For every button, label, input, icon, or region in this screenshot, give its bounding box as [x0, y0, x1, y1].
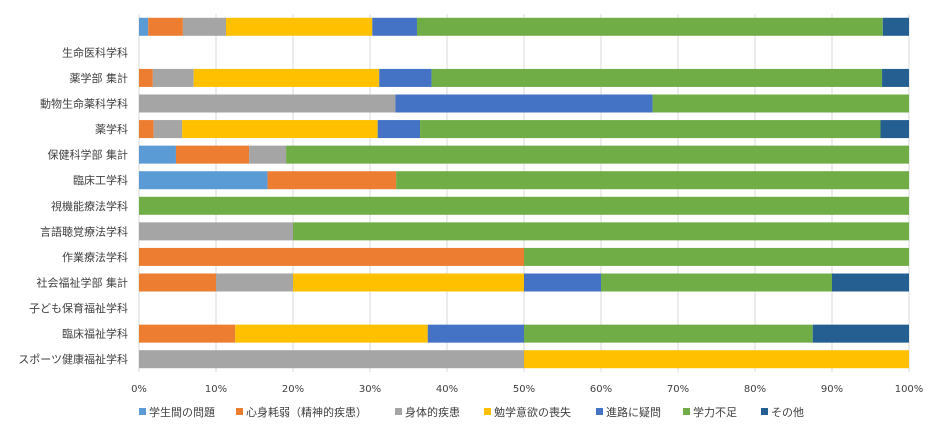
- bar-segment: [379, 68, 432, 87]
- x-tick-label: 50%: [513, 384, 535, 395]
- bar-segment: [420, 120, 881, 139]
- legend-swatch: [484, 408, 491, 415]
- bar-segment: [524, 247, 909, 266]
- legend-label: その他: [771, 406, 804, 419]
- bar-segment: [235, 324, 428, 343]
- category-label: スポーツ健康福祉学科: [18, 352, 128, 366]
- legend-swatch: [236, 408, 243, 415]
- x-tick-label: 80%: [744, 384, 766, 395]
- bar-segment: [139, 68, 153, 87]
- category-label: 保健科学部 集計: [48, 148, 129, 162]
- bar-segment: [524, 324, 813, 343]
- bar-segment: [139, 196, 909, 215]
- x-tick-labels: 0% 10% 20% 30% 40% 50% 60% 70% 80% 90% 100%: [131, 384, 923, 395]
- category-label: 動物生命薬科学科: [40, 97, 128, 111]
- legend-swatch: [683, 408, 690, 415]
- bar-segment: [153, 120, 183, 139]
- legend-label: 学生間の問題: [149, 405, 215, 419]
- x-tick-label: 20%: [282, 384, 304, 395]
- bar-segment: [427, 324, 524, 343]
- category-label: 作業療法学科: [62, 250, 128, 264]
- bar-segment: [139, 94, 396, 113]
- bar-segment: [139, 350, 524, 369]
- x-tick-label: 70%: [667, 384, 689, 395]
- bar-segment: [293, 273, 524, 292]
- x-tick-label: 30%: [359, 384, 381, 395]
- bar-segment: [139, 171, 268, 190]
- bar-segment: [139, 145, 176, 164]
- category-label: 生命医科学科: [62, 45, 128, 59]
- legend-label: 心身耗弱（精神的疾患）: [246, 405, 367, 419]
- bar-segment: [652, 94, 909, 113]
- bar-segment: [139, 273, 216, 292]
- bar-segment: [139, 222, 293, 241]
- legend-swatch: [139, 408, 146, 415]
- bar-segment: [882, 68, 909, 87]
- legend-label: 学力不足: [693, 405, 737, 419]
- x-tick-label: 40%: [436, 384, 458, 395]
- bar-segment: [395, 94, 653, 113]
- x-tick-label: 10%: [205, 384, 227, 395]
- bars: [139, 17, 909, 369]
- x-tick-label: 60%: [590, 384, 612, 395]
- bar-segment: [182, 17, 227, 36]
- legend-label: 勉学意欲の喪失: [494, 405, 571, 419]
- bar-segment: [812, 324, 909, 343]
- bar-segment: [139, 17, 149, 36]
- x-tick-label: 90%: [821, 384, 843, 395]
- bar-segment: [882, 17, 909, 36]
- category-label: 薬学科: [95, 122, 128, 136]
- category-label: 臨床工学科: [73, 173, 128, 187]
- legend-swatch: [395, 408, 402, 415]
- gridlines: [138, 14, 910, 372]
- bar-segment: [601, 273, 832, 292]
- category-label: 社会福祉学部 集計: [37, 276, 129, 290]
- legend-swatch: [761, 408, 768, 415]
- bar-segment: [396, 171, 909, 190]
- legend-label: 身体的疾患: [405, 405, 460, 419]
- legend-label: 進路に疑問: [606, 406, 661, 419]
- legend-swatch: [596, 408, 603, 415]
- bar-segment: [139, 247, 524, 266]
- bar-segment: [226, 17, 373, 36]
- x-tick-label: 100%: [895, 384, 924, 395]
- bar-segment: [377, 120, 421, 139]
- category-label: 視機能療法学科: [51, 199, 128, 213]
- legend: 学生間の問題 心身耗弱（精神的疾患） 身体的疾患 勉学意欲の喪失 進路に疑問 学力不足 その…: [139, 405, 804, 419]
- bar-segment: [249, 145, 287, 164]
- bar-segment: [139, 324, 236, 343]
- bar-segment: [139, 120, 154, 139]
- bar-segment: [524, 350, 909, 369]
- bar-segment: [832, 273, 909, 292]
- category-label: 臨床福祉学科: [62, 327, 128, 341]
- bar-segment: [267, 171, 397, 190]
- bar-segment: [152, 68, 194, 87]
- bar-segment: [216, 273, 293, 292]
- bar-segment: [293, 222, 909, 241]
- category-label: 言語聴覚療法学科: [40, 224, 128, 238]
- bar-segment: [193, 68, 380, 87]
- bar-segment: [286, 145, 909, 164]
- bar-segment: [880, 120, 909, 139]
- category-label: 子ども保育福祉学科: [29, 301, 128, 315]
- bar-segment: [182, 120, 378, 139]
- bar-segment: [175, 145, 250, 164]
- bar-segment: [524, 273, 601, 292]
- bar-segment: [148, 17, 183, 36]
- x-tick-label: 0%: [131, 384, 147, 395]
- category-label: 薬学部 集計: [70, 71, 129, 85]
- bar-segment: [416, 17, 883, 36]
- bar-segment: [431, 68, 883, 87]
- bar-segment: [372, 17, 417, 36]
